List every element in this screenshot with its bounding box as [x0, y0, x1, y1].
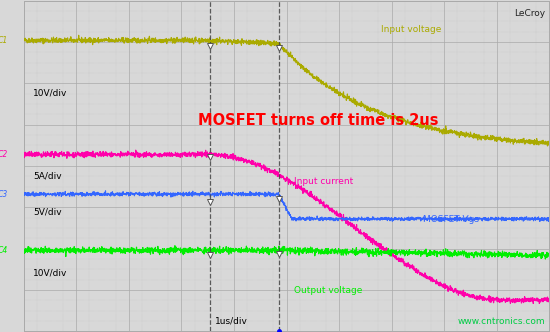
Text: 5A/div: 5A/div [33, 171, 62, 180]
Text: C2: C2 [0, 150, 8, 159]
Text: Output voltage: Output voltage [294, 286, 363, 295]
Text: MOSFET turns off time is 2us: MOSFET turns off time is 2us [198, 113, 438, 128]
Text: 10V/div: 10V/div [33, 89, 68, 98]
Text: 5V/div: 5V/div [33, 208, 62, 217]
Text: www.cntronics.com: www.cntronics.com [458, 317, 545, 326]
Text: C3: C3 [0, 190, 8, 199]
Text: MOSFET Vgs: MOSFET Vgs [423, 215, 479, 224]
Text: 1us/div: 1us/div [214, 316, 248, 325]
Text: C4: C4 [0, 246, 8, 255]
Text: Input voltage: Input voltage [381, 25, 442, 34]
Text: LeCroy: LeCroy [514, 9, 545, 18]
Text: 10V/div: 10V/div [33, 269, 68, 278]
Text: C1: C1 [0, 36, 8, 45]
Text: Input current: Input current [294, 177, 354, 186]
